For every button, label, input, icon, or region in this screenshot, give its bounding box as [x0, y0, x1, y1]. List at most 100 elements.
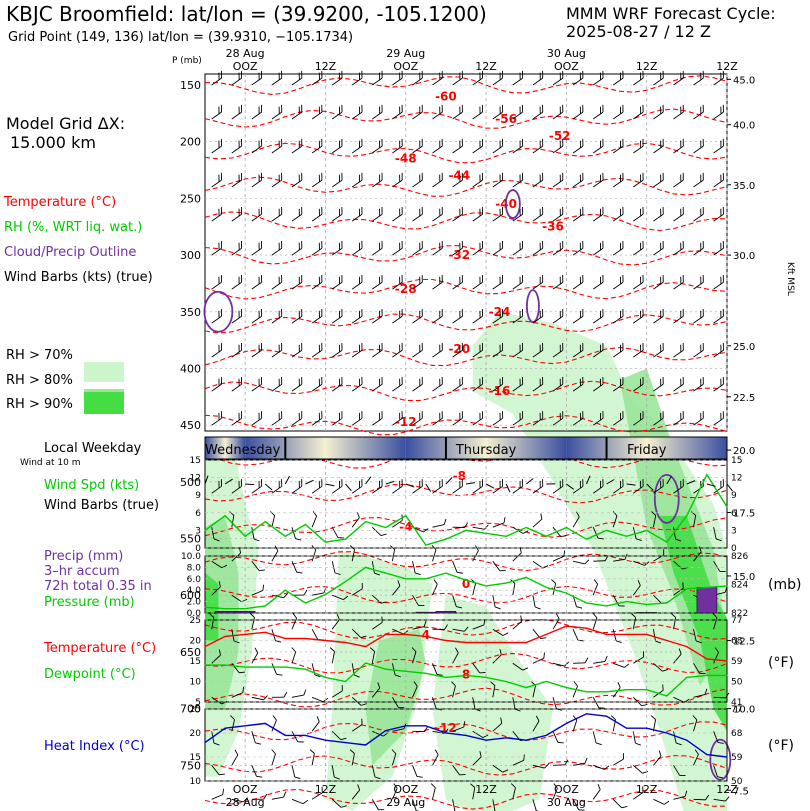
- wind-barb-staff: [391, 663, 396, 676]
- wind-barb-flag: [401, 138, 403, 147]
- wind-barb: [673, 376, 684, 392]
- dewpoint-series-point: [425, 672, 427, 674]
- wind-barb-staff: [432, 417, 443, 426]
- panel-left-tick: 15: [190, 456, 201, 466]
- wind-barb-staff: [271, 485, 282, 494]
- wind-barb: [211, 560, 228, 569]
- wind-barb: [412, 240, 423, 256]
- wind-barb-flag: [660, 344, 662, 352]
- wind-barb-flag: [356, 512, 360, 518]
- wind-barb-staff: [432, 383, 443, 392]
- wind-barb: [412, 726, 428, 733]
- wind-barb-staff: [452, 561, 458, 573]
- wind-barb-flag: [239, 671, 246, 674]
- wind-barb-staff: [572, 516, 580, 528]
- wind-barb-staff: [572, 799, 580, 811]
- wind-barb-flag: [720, 310, 722, 318]
- surface-wind-barb: [505, 483, 511, 493]
- wind-barb: [231, 206, 243, 222]
- wind-barb-flag: [704, 688, 708, 695]
- wind-barb-flag: [539, 276, 541, 284]
- wind-barb-flag: [722, 479, 724, 487]
- wind-barb-flag: [604, 555, 609, 561]
- wind-barb-staff: [231, 145, 242, 154]
- wind-speed-series-point: [224, 515, 226, 517]
- wind-barb-flag: [702, 411, 704, 419]
- wind-barb: [231, 172, 243, 188]
- wind-barb-staff: [372, 349, 383, 358]
- wind-barb: [713, 765, 724, 779]
- wind-barb: [311, 240, 323, 256]
- wind-barb-flag: [522, 479, 524, 487]
- wind-barb: [231, 663, 246, 674]
- wind-barb-flag: [459, 310, 461, 318]
- wind-barb-flag: [542, 479, 544, 487]
- wind-barb-staff: [372, 213, 383, 222]
- wind-barb-flag: [579, 174, 581, 182]
- wind-barb-staff: [592, 213, 604, 222]
- wind-barb: [452, 626, 469, 632]
- wind-barb-staff: [612, 758, 624, 766]
- wind-barb: [311, 342, 323, 358]
- wind-barb-staff: [271, 281, 282, 290]
- wind-barb-flag: [258, 378, 260, 386]
- dewpoint-series-point: [405, 670, 407, 672]
- wind-barb-staff: [412, 315, 423, 324]
- wind-barb-flag: [720, 480, 722, 489]
- wind-barb: [349, 545, 355, 562]
- wind-barb-flag: [698, 546, 702, 553]
- wind-barb-staff: [332, 594, 344, 601]
- wind-barb-flag: [301, 104, 303, 113]
- wind-barb: [411, 647, 417, 664]
- wind-barb-staff: [673, 213, 684, 222]
- wind-barb: [612, 411, 624, 426]
- bottom-date-label: 28 Aug: [226, 796, 265, 809]
- wind-barb-flag: [298, 174, 300, 182]
- wind-barb-staff: [693, 77, 704, 86]
- wind-barb-staff: [311, 696, 324, 703]
- pressure-series-point: [666, 602, 668, 604]
- dewpoint-series-point: [565, 687, 567, 689]
- wind-barb: [211, 138, 222, 154]
- wind-barb: [673, 582, 684, 596]
- wind-barb-staff: [251, 77, 262, 86]
- wind-barb-flag: [238, 72, 240, 80]
- wind-barb-staff: [653, 594, 663, 605]
- isotherm-line: [204, 551, 728, 572]
- wind-barb-flag: [660, 276, 662, 284]
- wind-barb-flag: [358, 106, 361, 114]
- wind-barb: [391, 783, 398, 800]
- wind-barb-staff: [251, 765, 257, 777]
- surface-wind-staff: [646, 483, 654, 491]
- wind-barb-staff: [592, 349, 604, 358]
- wind-barb: [552, 759, 569, 766]
- wind-barb-flag: [234, 749, 239, 756]
- wind-barb-staff: [532, 179, 543, 188]
- wind-barb-staff: [231, 111, 242, 120]
- wind-barb-flag: [338, 242, 341, 250]
- wind-barb-flag: [702, 138, 704, 147]
- wind-barb-flag: [377, 682, 381, 689]
- wind-barb-staff: [472, 663, 481, 674]
- wind-barb-flag: [539, 174, 541, 182]
- wind-barb-staff: [633, 145, 644, 154]
- wind-barb-flag: [562, 376, 564, 385]
- wind-barb-flag: [298, 344, 300, 352]
- wind-barb-staff: [572, 247, 584, 256]
- wind-barb: [351, 342, 363, 358]
- wind-barb: [572, 274, 584, 290]
- wind-barb: [673, 70, 684, 86]
- wind-barb: [430, 783, 436, 800]
- wind-barb: [592, 308, 604, 324]
- wind-barb-staff: [472, 485, 483, 494]
- wind-barb-staff: [432, 730, 445, 734]
- wind-speed-series-point: [525, 526, 527, 529]
- top-hour-label: 12Z: [475, 60, 497, 73]
- wind-barb: [250, 613, 255, 630]
- wind-barb-staff: [452, 179, 463, 188]
- wind-barb-staff: [211, 213, 222, 222]
- weekday-label: Friday: [627, 443, 667, 458]
- wind-barb-flag: [419, 174, 421, 182]
- wind-barb: [351, 784, 361, 800]
- wind-barb: [592, 342, 604, 358]
